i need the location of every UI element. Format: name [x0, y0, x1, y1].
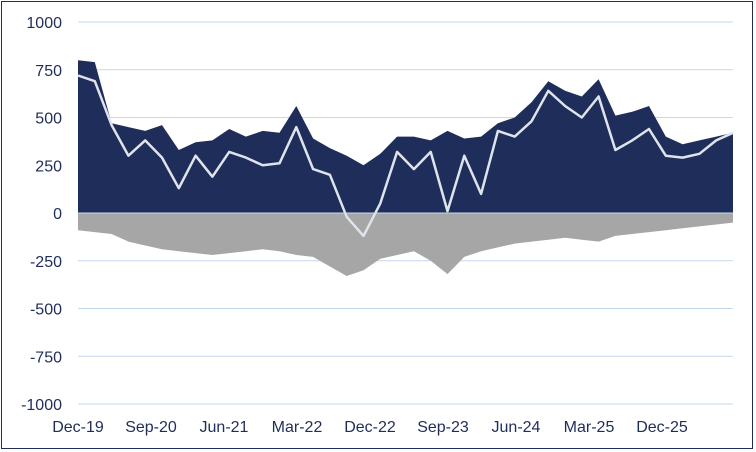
- x-tick-label: Jun-21: [200, 419, 249, 436]
- x-tick-label: Mar-22: [272, 419, 323, 436]
- x-tick-label: Dec-22: [344, 419, 396, 436]
- gridlines: [78, 21, 733, 405]
- y-tick-label: -1000: [21, 397, 62, 414]
- x-tick-label: Dec-19: [52, 419, 104, 436]
- y-tick-label: 0: [53, 206, 62, 223]
- x-axis-ticks: Dec-19 Sep-20 Jun-21 Mar-22 Dec-22 Sep-23 Jun-…: [52, 419, 688, 436]
- y-tick-label: -250: [30, 254, 62, 271]
- y-tick-label: 750: [35, 63, 62, 80]
- plot-areas: [77, 60, 734, 276]
- x-tick-label: Sep-20: [125, 419, 177, 436]
- x-tick-label: Jun-24: [492, 419, 541, 436]
- y-tick-label: -500: [30, 302, 62, 319]
- y-tick-label: -750: [30, 349, 62, 366]
- x-tick-label: Mar-25: [564, 419, 615, 436]
- y-tick-label: 250: [35, 158, 62, 175]
- series-3-line: [77, 74, 734, 238]
- x-tick-label: Sep-23: [417, 419, 469, 436]
- series-1-area: [78, 60, 733, 214]
- series-2-area: [78, 213, 733, 276]
- y-tick-label: 1000: [26, 15, 62, 32]
- y-tick-label: 500: [35, 111, 62, 128]
- y-axis-ticks: 1000 750 500 250 0 -250 -500 -750 -1000: [21, 15, 62, 414]
- x-tick-label: Dec-25: [636, 419, 688, 436]
